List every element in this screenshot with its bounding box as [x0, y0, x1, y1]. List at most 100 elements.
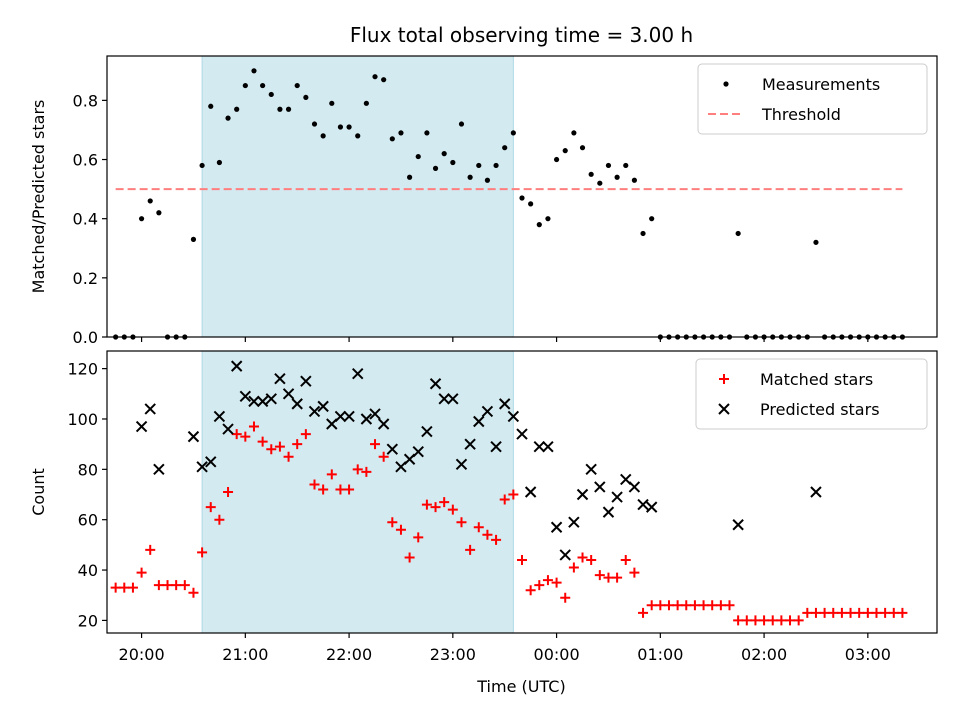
predicted-stars-point	[550, 521, 563, 533]
measurements-point	[432, 165, 439, 171]
predicted-stars-point	[369, 408, 381, 420]
matched-stars-point	[439, 497, 450, 508]
measurements-point	[268, 91, 274, 98]
predicted-stars-point	[360, 413, 373, 425]
matched-stars-point	[586, 554, 597, 565]
predicted-stars-point	[516, 428, 528, 440]
matched-stars-point	[594, 570, 605, 581]
predicted-stars-point	[274, 372, 286, 385]
measurements-point	[579, 145, 586, 151]
matched-stars-point	[819, 607, 830, 618]
matched-stars-point	[828, 607, 839, 618]
predicted-stars-point	[300, 375, 312, 387]
matched-stars-point	[698, 600, 709, 611]
predicted-stars-point	[282, 388, 295, 400]
matched-stars-point	[655, 600, 666, 611]
x-tick-label: 03:00	[845, 645, 891, 664]
matched-stars-point	[292, 439, 303, 450]
matched-stars-point	[534, 580, 545, 591]
matched-stars-point	[646, 600, 657, 611]
predicted-stars-point	[481, 405, 494, 418]
x-tick-label: 20:00	[119, 645, 165, 664]
x-tick-label: 23:00	[430, 645, 476, 664]
predicted-stars-point	[187, 430, 200, 443]
matched-stars-point	[352, 464, 363, 475]
matched-stars-point	[266, 444, 277, 455]
measurements-point	[346, 124, 352, 130]
predicted-stars-point	[602, 506, 615, 518]
measurements-point	[311, 121, 318, 127]
measurements-point	[251, 68, 257, 74]
y-tick-label: 0.0	[73, 328, 98, 347]
predicted-stars-point	[473, 415, 485, 428]
matched-stars-point	[370, 439, 381, 450]
matched-stars-point	[387, 517, 398, 528]
matched-stars-point	[404, 552, 415, 563]
matched-stars-point	[300, 429, 311, 440]
matched-stars-point	[663, 600, 674, 611]
predicted-stars-point	[230, 360, 243, 372]
measurements-point	[545, 216, 551, 222]
top-panel: 0.0 0.2 0.4 0.6 0.8 Matched/Predicted stars Me…	[29, 55, 938, 347]
matched-stars-point	[421, 499, 432, 510]
predicted-stars-point	[334, 410, 347, 423]
measurements-point	[225, 115, 231, 121]
measurements-point	[588, 171, 594, 177]
predicted-stars-point	[611, 491, 623, 503]
predicted-stars-point	[256, 395, 269, 408]
matched-stars-point	[136, 567, 147, 578]
matched-stars-point	[810, 607, 821, 618]
measurements-point	[735, 230, 741, 237]
measurements-point	[398, 130, 404, 136]
matched-stars-point	[447, 504, 458, 515]
measurements-point	[571, 130, 577, 136]
y-tick-label: 120	[67, 360, 98, 379]
measurements-point	[260, 82, 266, 89]
measurements-point	[441, 151, 447, 157]
legend-label: Threshold	[761, 105, 841, 124]
matched-stars-point	[542, 575, 553, 586]
matched-stars-point	[119, 582, 130, 593]
matched-stars-point	[862, 607, 873, 618]
matched-stars-point	[413, 532, 424, 543]
predicted-stars-point	[222, 423, 234, 435]
measurements-point	[450, 159, 456, 166]
predicted-stars-point	[559, 549, 571, 561]
predicted-stars-point	[144, 403, 156, 415]
matched-stars-point	[897, 607, 908, 618]
matched-stars-point	[612, 572, 623, 583]
matched-stars-point	[793, 615, 804, 626]
matched-stars-point	[318, 484, 329, 495]
y-axis-label: Count	[29, 468, 48, 516]
matched-stars-point	[283, 451, 294, 462]
measurements-point	[493, 162, 499, 169]
measurements-point	[277, 106, 283, 112]
axes-frame	[106, 55, 938, 338]
measurements-point	[138, 216, 145, 222]
predicted-stars-point	[429, 378, 442, 390]
y-tick-label: 0.2	[73, 269, 98, 288]
legend-label: Predicted stars	[760, 400, 880, 419]
matched-stars-point	[110, 582, 121, 593]
measurements-point	[381, 77, 387, 83]
matched-stars-point	[344, 484, 355, 495]
y-tick-label: 0.4	[73, 210, 98, 229]
matched-stars-point	[378, 451, 389, 462]
predicted-stars-point	[533, 440, 545, 453]
measurements-point	[649, 216, 655, 222]
measurements-point	[329, 100, 335, 106]
matched-stars-point	[430, 502, 441, 513]
measurements-point	[519, 195, 525, 201]
matched-stars-point	[465, 544, 476, 555]
matched-stars-point	[836, 607, 847, 618]
matched-stars-point	[741, 615, 752, 626]
chart-title: Flux total observing time = 3.00 h	[350, 23, 693, 47]
measurements-point	[355, 133, 361, 139]
predicted-stars-point	[447, 393, 459, 405]
legend-label: Matched stars	[760, 370, 873, 389]
matched-stars-point	[638, 607, 649, 618]
measurements-point	[208, 103, 214, 109]
matched-stars-point	[127, 582, 138, 593]
matched-stars-point	[560, 592, 571, 603]
measurements-point	[285, 106, 292, 112]
